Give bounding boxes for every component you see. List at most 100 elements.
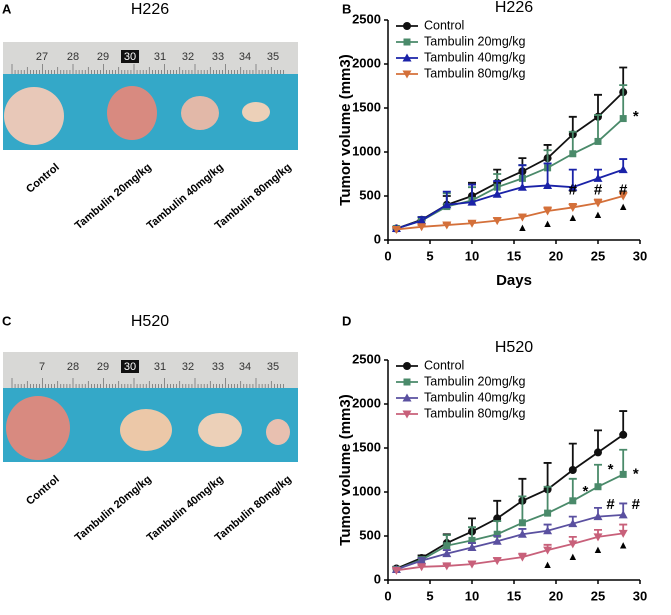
ruler-number: 31 xyxy=(154,51,166,63)
tumor xyxy=(4,87,64,145)
ruler-number: 34 xyxy=(239,361,251,373)
photo-c xyxy=(3,352,298,462)
photo-label: Tambulin 80mg/kg xyxy=(213,473,294,544)
point xyxy=(492,536,502,545)
point xyxy=(544,509,552,517)
point xyxy=(467,542,477,551)
point xyxy=(443,542,451,550)
point xyxy=(619,470,627,478)
error-bar xyxy=(518,495,527,523)
legend-label[interactable]: Tambulin 80mg/kg xyxy=(424,66,525,80)
legend-label[interactable]: Tambulin 20mg/kg xyxy=(424,374,525,388)
point xyxy=(492,217,502,226)
point xyxy=(543,526,553,535)
point xyxy=(569,150,577,158)
photo-label: Control xyxy=(24,161,62,195)
tumor xyxy=(181,96,219,130)
x-tick-label: 15 xyxy=(507,248,521,263)
legend-marker xyxy=(403,38,411,46)
x-tick-label: 0 xyxy=(384,588,391,603)
photo-title: H520 xyxy=(131,313,169,330)
annotation: # xyxy=(594,182,603,199)
point xyxy=(391,225,401,234)
y-axis-label: Tumor volume (mm3) xyxy=(337,394,354,545)
error-bar xyxy=(594,463,602,487)
annotation: * xyxy=(633,465,639,482)
y-tick-label: 2500 xyxy=(352,351,381,366)
photo-label: Tambulin 20mg/kg xyxy=(73,161,154,232)
ruler-number: 35 xyxy=(267,51,279,63)
panel-label: D xyxy=(342,313,351,328)
point xyxy=(517,529,527,538)
legend-marker xyxy=(402,53,412,62)
photo-label: Control xyxy=(24,473,62,507)
series-line xyxy=(396,91,624,230)
point xyxy=(442,562,452,571)
error-bar xyxy=(543,485,552,514)
annotation: ▲ xyxy=(517,222,528,234)
ruler-number: 31 xyxy=(154,361,166,373)
legend-label[interactable]: Tambulin 40mg/kg xyxy=(424,390,525,404)
error-bar xyxy=(568,130,577,154)
legend-label[interactable]: Tambulin 20mg/kg xyxy=(424,34,525,48)
point xyxy=(568,466,577,474)
point xyxy=(593,512,603,521)
point xyxy=(517,213,527,222)
legend-marker xyxy=(402,70,412,79)
ruler-number: 29 xyxy=(97,51,109,63)
ruler-number: 7 xyxy=(39,361,45,373)
error-bar xyxy=(594,114,602,142)
ruler xyxy=(3,352,298,388)
legend-label[interactable]: Control xyxy=(424,358,464,372)
legend-marker xyxy=(403,378,411,386)
point xyxy=(594,448,602,457)
error-bar xyxy=(619,84,628,119)
annotation: # xyxy=(619,182,628,199)
point xyxy=(492,557,502,566)
point xyxy=(618,510,628,519)
x-tick-label: 20 xyxy=(549,588,563,603)
point xyxy=(417,223,427,232)
point xyxy=(417,556,427,565)
point xyxy=(492,189,502,198)
ruler-number: 27 xyxy=(36,51,48,63)
point xyxy=(593,199,603,208)
annotation: # xyxy=(569,182,578,199)
legend-label[interactable]: Tambulin 80mg/kg xyxy=(424,406,525,420)
x-tick-label: 30 xyxy=(633,588,647,603)
annotation: * xyxy=(582,483,588,500)
y-tick-label: 1000 xyxy=(352,483,381,498)
point xyxy=(442,549,452,558)
error-bar xyxy=(568,442,577,470)
point xyxy=(543,207,553,216)
point xyxy=(619,430,628,439)
y-tick-label: 1500 xyxy=(352,99,381,114)
point xyxy=(517,182,527,191)
point xyxy=(618,529,628,538)
ruler-number: 29 xyxy=(97,361,109,373)
x-tick-label: 25 xyxy=(591,248,605,263)
chart-title: H226 xyxy=(495,0,533,16)
error-bar xyxy=(619,448,628,475)
annotation: ▲ xyxy=(542,218,553,230)
point xyxy=(569,497,577,505)
y-tick-label: 2000 xyxy=(352,55,381,70)
x-axis-label: Days xyxy=(496,272,532,289)
tumor xyxy=(107,86,157,140)
y-tick-label: 500 xyxy=(359,527,381,542)
ruler-number: 33 xyxy=(212,361,224,373)
point xyxy=(594,483,602,491)
point xyxy=(543,546,553,555)
y-tick-label: 1000 xyxy=(352,143,381,158)
series-line xyxy=(396,434,624,570)
point xyxy=(618,192,628,201)
legend-label[interactable]: Control xyxy=(424,18,464,32)
legend-label[interactable]: Tambulin 40mg/kg xyxy=(424,50,525,64)
series-line xyxy=(396,513,624,571)
x-tick-label: 0 xyxy=(384,248,391,263)
annotation: # xyxy=(606,496,615,513)
x-tick-label: 15 xyxy=(507,588,521,603)
annotation: ▲ xyxy=(567,212,578,224)
point xyxy=(467,560,477,569)
series-line xyxy=(396,117,624,230)
